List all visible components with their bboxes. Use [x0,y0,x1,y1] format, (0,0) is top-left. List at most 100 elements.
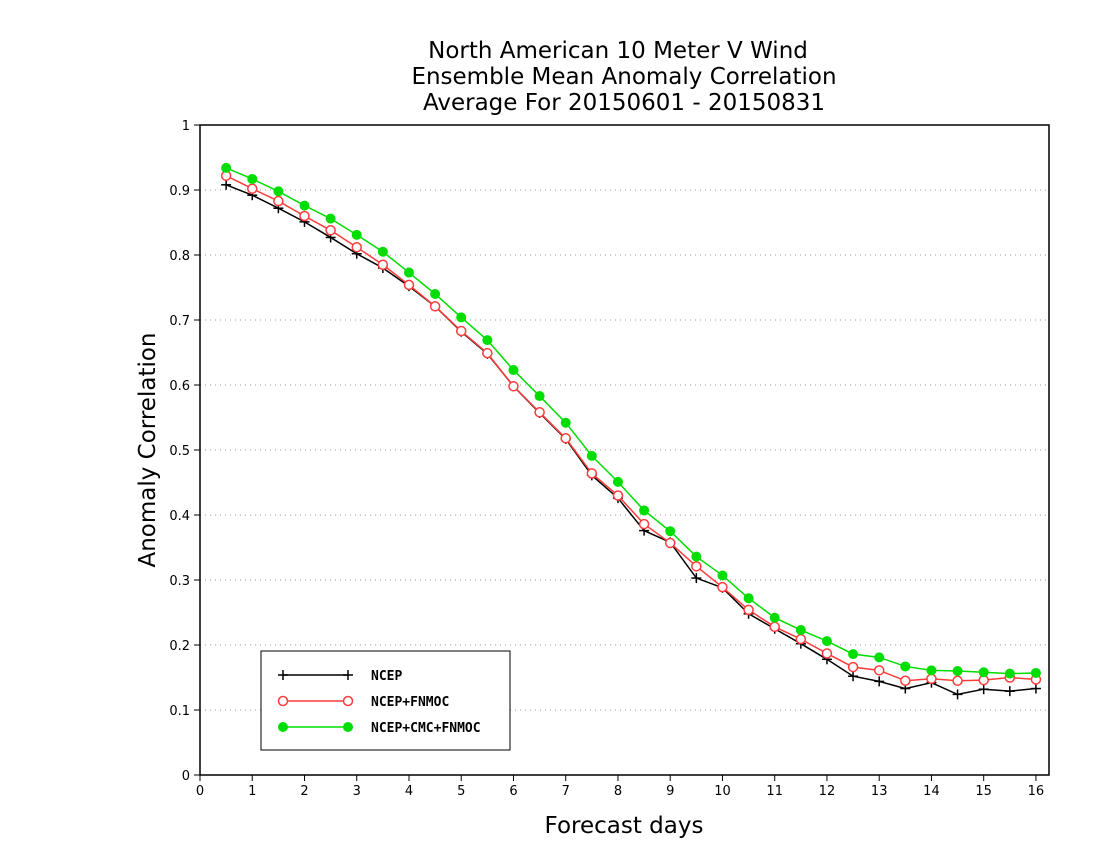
data-point [351,241,362,253]
legend-item: NCEP+CMC+FNMOC [278,721,481,736]
data-point [586,468,598,479]
data-point [456,312,467,323]
x-tick-label: 2 [300,784,308,799]
data-point [900,675,911,686]
data-point [926,665,937,676]
data-point [430,289,441,299]
data-point [508,381,519,392]
data-point [639,505,650,516]
data-point [560,433,571,444]
data-point [795,625,806,636]
x-tick-label: 16 [1028,784,1045,799]
data-point [873,665,885,676]
data-point [638,518,650,530]
data-point [665,526,676,537]
y-tick-label: 0.6 [169,379,190,394]
data-point [900,661,911,672]
data-point [769,612,780,623]
data-point [534,407,545,418]
data-point [847,661,859,673]
data-point [874,676,885,687]
y-tick-label: 0.1 [169,704,190,719]
x-tick-label: 14 [923,784,940,799]
x-tick-label: 13 [871,784,888,799]
series-3 [221,162,1041,679]
data-point [848,649,859,660]
data-point [821,636,832,647]
x-axis-ticks: 0 1 2 3 4 5 6 7 8 9 10 11 12 13 14 15 16 [196,775,1044,799]
y-axis-label: Anomaly Correlation [135,332,161,567]
data-point [743,593,754,604]
data-point [342,695,354,707]
x-tick-label: 9 [666,784,674,799]
y-tick-label: 0.9 [169,184,190,199]
data-point [273,195,284,207]
data-point [978,684,989,695]
data-point [1004,686,1015,697]
data-point [769,621,780,633]
data-point [377,246,388,257]
x-tick-label: 4 [405,784,413,799]
y-tick-label: 0.2 [169,639,190,654]
y-tick-label: 0.4 [169,509,190,524]
data-point [664,537,676,549]
series-line [225,175,1036,682]
data-point [926,673,937,685]
data-point [691,561,702,572]
data-point [351,229,362,240]
data-point [795,633,807,645]
x-tick-label: 6 [509,784,517,799]
data-point [325,225,336,236]
data-point [691,551,702,562]
legend-item: NCEP [278,669,402,684]
x-tick-label: 1 [248,784,256,799]
x-tick-label: 8 [614,784,622,799]
y-tick-label: 0.7 [169,314,190,329]
data-point [1030,683,1041,694]
y-tick-label: 0.3 [169,574,190,589]
data-point [247,173,258,184]
data-point [221,179,232,190]
legend: NCEP NCEP+FNMOC NCEP+CMC+FNMOC [260,650,511,751]
data-point [560,417,571,428]
y-tick-label: 0.8 [169,249,190,264]
legend-label: NCEP [371,669,402,684]
data-point [691,573,702,584]
data-point [377,259,389,270]
legend-label: NCEP+CMC+FNMOC [371,721,481,736]
x-tick-label: 7 [562,784,570,799]
title-line-3: Average For 20150601 - 20150831 [423,90,825,116]
data-point [952,666,963,676]
series-2 [220,170,1042,686]
data-point [848,671,859,682]
data-point [455,325,467,337]
data-point [343,670,353,680]
data-point [277,695,289,707]
data-point [821,648,833,659]
x-tick-label: 5 [457,784,465,799]
x-tick-label: 12 [819,784,836,799]
data-point [299,210,310,222]
data-point [403,279,415,291]
legend-label: NCEP+FNMOC [371,695,449,710]
data-point [586,450,597,461]
chart-title: North American 10 Meter V Wind Ensemble … [411,38,836,116]
series-line [225,167,1036,675]
data-point [278,722,288,732]
data-point [429,301,441,312]
data-point [221,162,232,173]
series-layer [220,162,1042,700]
data-point [1030,667,1041,678]
x-tick-label: 15 [975,784,992,799]
series-1 [221,179,1041,700]
data-point [612,476,623,487]
data-point [717,581,728,593]
data-point [403,267,414,278]
legend-item: NCEP+FNMOC [277,695,449,710]
data-point [299,200,310,211]
x-tick-label: 3 [353,784,361,799]
y-tick-label: 0.5 [169,444,190,459]
data-point [482,335,493,346]
x-tick-label: 10 [714,784,731,799]
x-tick-label: 0 [196,784,204,799]
